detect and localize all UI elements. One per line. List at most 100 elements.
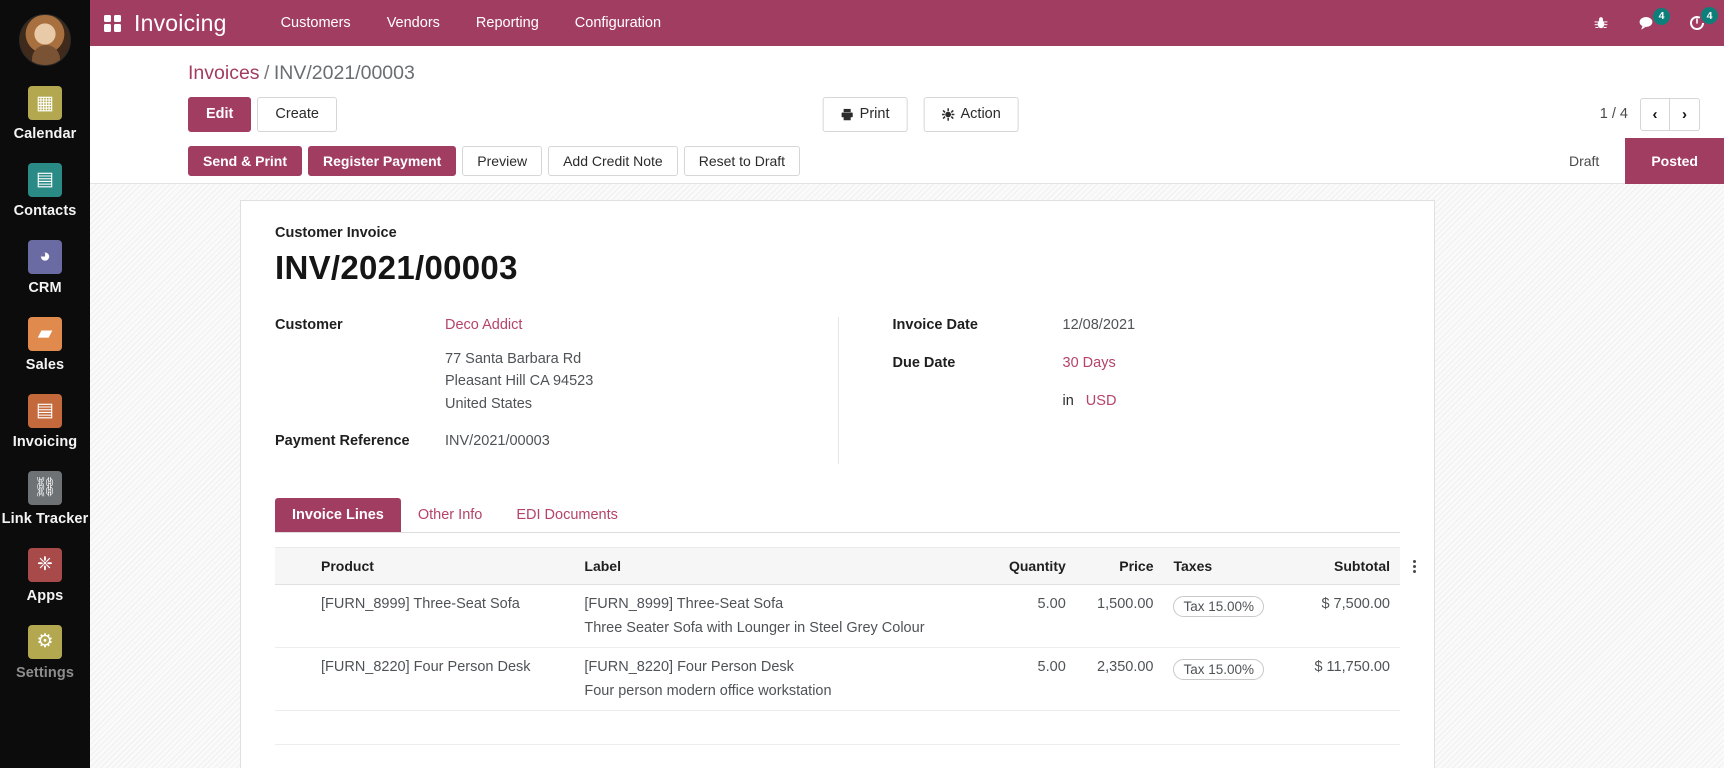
top-menu-vendors[interactable]: Vendors <box>386 15 440 31</box>
customer-field-row: Customer Deco Addict <box>275 317 838 341</box>
calendar-icon: ▦ <box>28 86 62 120</box>
pager: 1 / 4 ‹ › <box>1599 97 1700 131</box>
cell-taxes[interactable]: Tax 15.00% <box>1163 647 1291 712</box>
sidebar-item-sales[interactable]: ▰ Sales <box>0 316 90 374</box>
breadcrumb-current: INV/2021/00003 <box>273 62 415 84</box>
sidebar-item-label: Sales <box>25 356 65 373</box>
cell-quantity[interactable]: 5.00 <box>987 584 1076 649</box>
invoice-date-value[interactable]: 12/08/2021 <box>1062 317 1136 333</box>
cell-product[interactable]: [FURN_8999] Three-Seat Sofa <box>311 584 575 649</box>
status-stage-draft[interactable]: Draft <box>1568 152 1600 169</box>
table-row[interactable]: [FURN_8999] Three-Seat Sofa [FURN_8999] T… <box>275 584 1400 649</box>
action-button[interactable]: Action <box>923 96 1019 132</box>
column-header-price[interactable]: Price <box>1075 547 1164 586</box>
create-button[interactable]: Create <box>257 96 337 132</box>
sidebar-item-link-tracker[interactable]: ⛓ Link Tracker <box>0 470 90 528</box>
table-header-row: Product Label Quantity Price Taxes Subtotal <box>275 547 1416 586</box>
sidebar-item-label: Settings <box>16 664 74 681</box>
row-drag-handle[interactable] <box>275 584 311 649</box>
customer-name-value[interactable]: Deco Addict <box>445 317 523 333</box>
breadcrumb: Invoices / INV/2021/00003 <box>90 46 1724 90</box>
cell-label-main: [FURN_8999] Three-Seat Sofa <box>584 596 784 613</box>
status-button-register-payment[interactable]: Register Payment <box>308 145 457 176</box>
main-column: Invoicing Customers Vendors Reporting Confi… <box>90 0 1724 768</box>
empty-cell <box>311 710 575 746</box>
status-button-reset-to-draft[interactable]: Reset to Draft <box>683 145 801 176</box>
cell-price[interactable]: 2,350.00 <box>1075 647 1164 712</box>
document-number: INV/2021/00003 <box>275 249 518 286</box>
column-header-label[interactable]: Label <box>574 547 988 586</box>
clock-activity-icon[interactable]: 4 <box>1688 7 1718 32</box>
status-button-preview[interactable]: Preview <box>462 145 543 176</box>
invoice-fields: Customer Deco Addict 77 Santa Barbara Rd… <box>275 317 1400 465</box>
invoice-lines-body: [FURN_8999] Three-Seat Sofa [FURN_8999] T… <box>275 584 1400 746</box>
table-row[interactable]: [FURN_8220] Four Person Desk [FURN_8220] … <box>275 647 1400 712</box>
edit-button[interactable]: Edit <box>188 96 252 132</box>
vertical-dots-icon[interactable] <box>1409 560 1416 574</box>
sidebar-item-label: Calendar <box>13 126 77 142</box>
bug-icon[interactable] <box>1593 15 1609 31</box>
status-button-send-print[interactable]: Send & Print <box>188 145 303 176</box>
sidebar-item-invoicing[interactable]: ▤ Invoicing <box>0 393 90 451</box>
apps-grid-icon[interactable] <box>104 14 121 32</box>
activities-badge: 4 <box>1701 7 1718 24</box>
column-header-subtotal[interactable]: Subtotal <box>1290 547 1416 586</box>
empty-cell <box>1163 710 1291 746</box>
pager-buttons: ‹ › <box>1640 97 1700 131</box>
payment-reference-row: Payment Reference INV/2021/00003 <box>275 433 838 457</box>
column-header-taxes[interactable]: Taxes <box>1163 547 1291 586</box>
breadcrumb-root[interactable]: Invoices <box>188 62 260 84</box>
status-stage-list: Draft Posted <box>1543 137 1724 184</box>
row-handle-column-header <box>275 547 311 586</box>
chat-bubble-icon[interactable]: 4 <box>1639 7 1670 32</box>
cell-product[interactable]: [FURN_8220] Four Person Desk <box>311 647 575 712</box>
invoice-lines-head: Product Label Quantity Price Taxes Subtotal <box>275 547 1416 586</box>
empty-cell <box>275 710 311 746</box>
status-button-add-credit-note[interactable]: Add Credit Note <box>548 145 678 176</box>
payment-reference-value[interactable]: INV/2021/00003 <box>445 433 550 450</box>
cell-label[interactable]: [FURN_8220] Four Person Desk Four person … <box>574 647 988 712</box>
status-bar: Send & Print Register Payment Preview Add C… <box>90 137 1724 184</box>
currency-value[interactable]: USD <box>1085 393 1117 409</box>
sheet-tabs: Invoice Lines Other Info EDI Documents <box>275 498 1400 534</box>
sidebar-item-contacts[interactable]: ▤ Contacts <box>0 162 90 220</box>
tab-invoice-lines[interactable]: Invoice Lines <box>275 498 401 533</box>
sidebar-item-settings[interactable]: ⚙ Settings <box>0 624 90 682</box>
print-button[interactable]: Print <box>822 96 908 132</box>
app-title: Invoicing <box>134 9 227 36</box>
empty-cell <box>574 710 988 746</box>
invoice-doc-icon: ▤ <box>28 393 62 428</box>
tab-edi-documents[interactable]: EDI Documents <box>516 507 618 524</box>
row-drag-handle[interactable] <box>275 647 311 712</box>
invoice-date-label: Invoice Date <box>892 317 978 333</box>
cell-label[interactable]: [FURN_8999] Three-Seat Sofa Three Seater … <box>574 584 988 649</box>
control-panel-middle: Print Action <box>822 96 1019 132</box>
due-date-value[interactable]: 30 Days <box>1062 355 1116 371</box>
due-date-label: Due Date <box>892 355 956 371</box>
pager-next-button[interactable]: › <box>1670 97 1700 131</box>
status-stage-posted[interactable]: Posted <box>1625 137 1724 184</box>
sheet-area: Customer Invoice INV/2021/00003 Customer… <box>90 184 1724 768</box>
top-menu-customers[interactable]: Customers <box>280 15 351 31</box>
cell-subtotal: $ 7,500.00 <box>1290 584 1400 649</box>
currency-prefix: in <box>1062 393 1074 409</box>
tab-other-info[interactable]: Other Info <box>417 507 483 524</box>
pager-count: 1 / 4 <box>1599 106 1628 122</box>
column-header-quantity[interactable]: Quantity <box>987 547 1076 586</box>
sidebar-item-calendar[interactable]: ▦ Calendar <box>0 86 90 143</box>
top-menu-reporting[interactable]: Reporting <box>475 15 539 31</box>
print-button-label: Print <box>859 106 890 122</box>
pager-previous-button[interactable]: ‹ <box>1640 97 1670 131</box>
document-kind: Customer Invoice <box>275 225 397 241</box>
empty-cell <box>987 710 1076 746</box>
sidebar-item-crm[interactable]: ◕ CRM <box>0 239 90 297</box>
cell-taxes[interactable]: Tax 15.00% <box>1163 584 1291 649</box>
sidebar-item-apps[interactable]: ❈ Apps <box>0 547 90 605</box>
column-header-product[interactable]: Product <box>311 547 575 586</box>
avatar[interactable] <box>19 14 71 66</box>
cell-quantity[interactable]: 5.00 <box>987 647 1076 712</box>
table-empty-row[interactable] <box>275 710 1400 746</box>
top-menu-configuration[interactable]: Configuration <box>574 15 662 31</box>
top-menu-list: Customers Vendors Reporting Configuration <box>263 0 679 46</box>
cell-price[interactable]: 1,500.00 <box>1075 584 1164 649</box>
